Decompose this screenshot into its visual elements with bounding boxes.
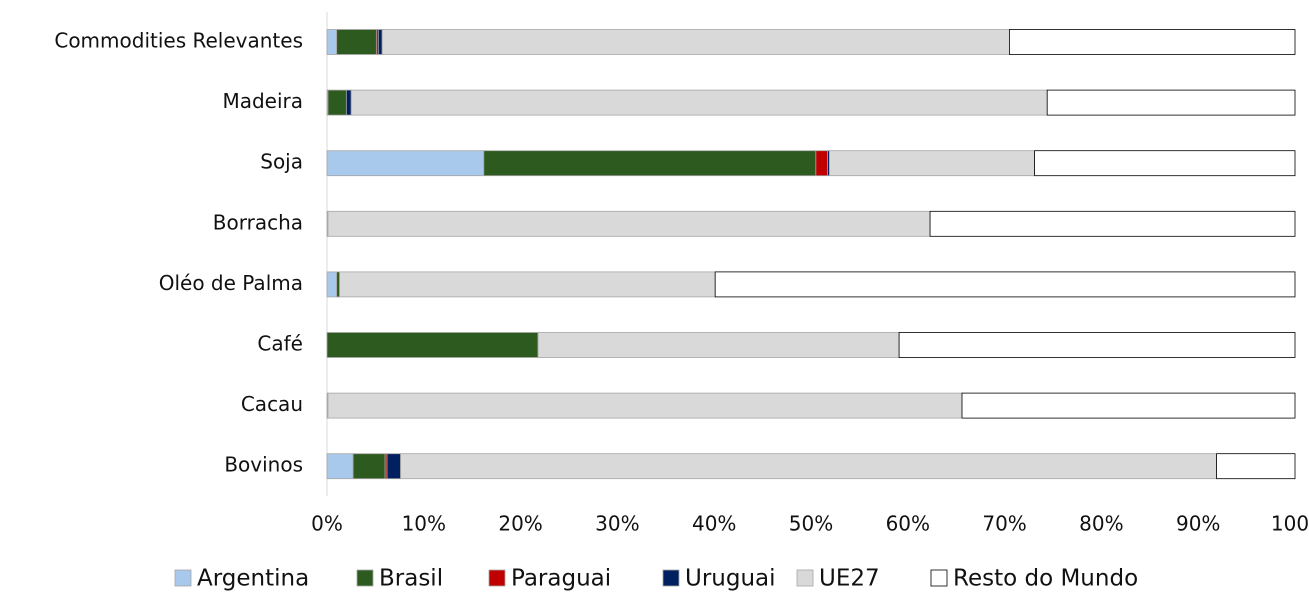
bar-segment (327, 89, 347, 116)
x-tick-label: 40% (692, 512, 736, 536)
bar-segment (326, 332, 539, 358)
legend-label: UE27 (819, 566, 880, 592)
bar-segment (828, 150, 1036, 177)
bar-segment (326, 150, 485, 177)
x-tick-label: 70% (982, 512, 1026, 536)
bar-segment (714, 271, 1296, 298)
legend-swatch (174, 569, 192, 587)
legend-label: Argentina (197, 566, 309, 592)
y-tick-label: Soja (260, 150, 303, 174)
y-tick-label: Borracha (213, 210, 303, 234)
bar-segment (336, 271, 340, 298)
y-tick-label: Oléo de Palma (159, 271, 303, 295)
bar-segment (336, 29, 377, 55)
legend-label: Paraguai (511, 566, 611, 592)
bar-segment (350, 89, 1048, 116)
bar-segment (400, 453, 1217, 480)
bar-segment (381, 29, 1010, 55)
bar-segment (1034, 150, 1296, 177)
bar-segment (352, 453, 386, 480)
y-tick-label: Madeira (222, 89, 303, 113)
y-tick-label: Cacau (241, 392, 303, 416)
bar-segment (815, 150, 828, 177)
x-tick-label: 20% (498, 512, 542, 536)
bar-segment (345, 89, 352, 116)
bar-segment (898, 332, 1296, 358)
bar-segment (1046, 89, 1296, 116)
x-tick-label: 100 (1271, 512, 1309, 536)
legend-label: Uruguai (685, 566, 776, 592)
bar-segment (929, 210, 1296, 237)
x-tick-label: 0% (311, 512, 343, 536)
x-tick-label: 10% (402, 512, 446, 536)
bar-segment (1216, 453, 1296, 480)
legend-label: Resto do Mundo (953, 566, 1138, 592)
x-tick-label: 30% (595, 512, 639, 536)
y-tick-label: Commodities Relevantes (54, 29, 303, 53)
x-tick-label: 60% (886, 512, 930, 536)
x-tick-label: 80% (1079, 512, 1123, 536)
bar-segment (327, 210, 931, 237)
bar-segment (326, 271, 338, 298)
legend-swatch (796, 569, 814, 587)
bar-segment (339, 271, 716, 298)
y-tick-label: Bovinos (224, 453, 303, 477)
legend-label: Brasil (379, 566, 443, 592)
bar-segment (483, 150, 817, 177)
y-tick-label: Café (257, 332, 303, 356)
legend-swatch (662, 569, 680, 587)
legend-swatch (488, 569, 506, 587)
bar-segment (327, 392, 963, 419)
bar-segment (961, 392, 1296, 419)
x-tick-label: 90% (1176, 512, 1220, 536)
bar-segment (537, 332, 900, 358)
bar-segment (377, 29, 383, 55)
bar-segment (386, 453, 401, 480)
legend-swatch (930, 569, 948, 587)
bar-segment (326, 29, 338, 55)
bar-segment (1009, 29, 1296, 55)
legend-swatch (356, 569, 374, 587)
x-tick-label: 50% (789, 512, 833, 536)
bar-segment (326, 453, 354, 480)
